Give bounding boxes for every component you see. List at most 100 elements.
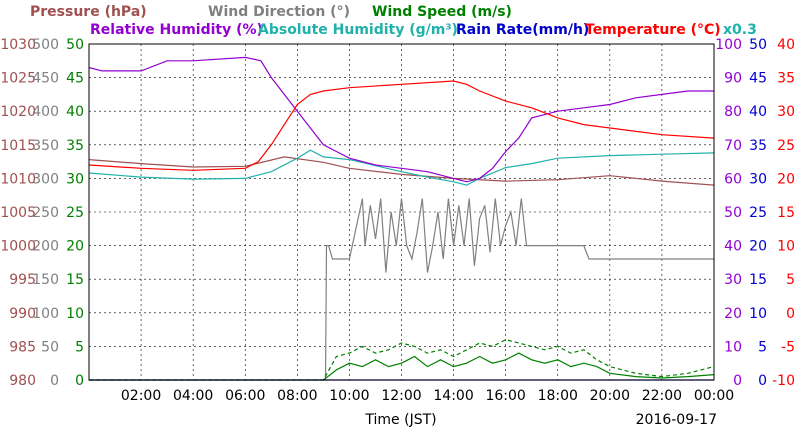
y-tick-label-relative-humidity: 60 bbox=[724, 171, 742, 187]
y-tick-label-wind-speed: 10 bbox=[66, 306, 84, 322]
legend-row1-item: Wind Direction (°) bbox=[208, 4, 350, 20]
y-tick-label-temperature: 10 bbox=[777, 239, 795, 255]
legend-row2-item: Rain Rate(mm/h) bbox=[456, 22, 589, 38]
series-line bbox=[323, 198, 714, 381]
x-tick-label: 18:00 bbox=[538, 388, 578, 404]
y-tick-label-wind-speed: 35 bbox=[66, 138, 84, 154]
y-tick-label-relative-humidity: 70 bbox=[724, 138, 742, 154]
y-tick-label-temperature: 35 bbox=[777, 71, 795, 87]
legend: Pressure (hPa) Wind Direction (°) Wind Spe… bbox=[30, 4, 757, 38]
y-tick-label-relative-humidity: 100 bbox=[715, 37, 742, 53]
series-line bbox=[89, 352, 715, 381]
series-lines bbox=[88, 56, 715, 381]
legend-row1-item: Wind Speed (m/s) bbox=[372, 4, 512, 20]
y-tick-label-relative-humidity: 80 bbox=[724, 104, 742, 120]
y-tick-label-wind-speed: 30 bbox=[66, 171, 84, 187]
legend-row2-item: Absolute Humidity (g/m³) bbox=[258, 22, 458, 38]
y-tick-label-rain-rate: 40 bbox=[749, 104, 767, 120]
grid-lines bbox=[89, 44, 714, 380]
y-tick-label-relative-humidity: 20 bbox=[724, 306, 742, 322]
y-tick-label-pressure: 995 bbox=[9, 272, 36, 288]
y-tick-label-rain-rate: 0 bbox=[758, 373, 767, 389]
y-tick-label-wind-speed: 25 bbox=[66, 205, 84, 221]
x-tick-label: 00:00 bbox=[694, 388, 734, 404]
x-tick-label: 02:00 bbox=[121, 388, 161, 404]
y-tick-label-relative-humidity: 40 bbox=[724, 239, 742, 255]
y-tick-label-rain-rate: 25 bbox=[749, 205, 767, 221]
y-tick-label-temperature: 25 bbox=[777, 138, 795, 154]
x-tick-label: 20:00 bbox=[590, 388, 630, 404]
y-tick-label-relative-humidity: 0 bbox=[733, 373, 742, 389]
y-tick-label-pressure: 1020 bbox=[0, 104, 36, 120]
series-line bbox=[88, 156, 715, 186]
plot-frame bbox=[88, 43, 715, 381]
y-tick-label-rain-rate: 10 bbox=[749, 306, 767, 322]
y-tick-label-wind-direction: 250 bbox=[32, 205, 59, 221]
x-tick-label: 04:00 bbox=[173, 388, 213, 404]
x-tick-label: 06:00 bbox=[225, 388, 265, 404]
y-tick-label-relative-humidity: 90 bbox=[724, 71, 742, 87]
chart-date: 2016-09-17 bbox=[636, 412, 717, 428]
y-tick-label-wind-speed: 20 bbox=[66, 239, 84, 255]
y-tick-label-relative-humidity: 10 bbox=[724, 339, 742, 355]
y-tick-label-wind-direction: 0 bbox=[50, 373, 59, 389]
y-tick-label-rain-rate: 5 bbox=[758, 339, 767, 355]
y-tick-label-wind-speed: 40 bbox=[66, 104, 84, 120]
x-tick-label: 08:00 bbox=[277, 388, 317, 404]
y-tick-label-wind-direction: 200 bbox=[32, 239, 59, 255]
y-tick-label-wind-speed: 0 bbox=[75, 373, 84, 389]
y-tick-label-pressure: 1015 bbox=[0, 138, 36, 154]
y-tick-label-wind-speed: 45 bbox=[66, 71, 84, 87]
x-tick-label: 22:00 bbox=[642, 388, 682, 404]
y-tick-label-pressure: 1000 bbox=[0, 239, 36, 255]
y-tick-label-rain-rate: 45 bbox=[749, 71, 767, 87]
y-tick-label-pressure: 1005 bbox=[0, 205, 36, 221]
y-tick-label-wind-direction: 400 bbox=[32, 104, 59, 120]
y-tick-label-pressure: 980 bbox=[9, 373, 36, 389]
x-axis-label: Time (JST) bbox=[364, 412, 436, 428]
y-tick-label-rain-rate: 20 bbox=[749, 239, 767, 255]
y-tick-label-wind-direction: 450 bbox=[32, 71, 59, 87]
series-line bbox=[88, 56, 714, 183]
y-tick-label-wind-direction: 500 bbox=[32, 37, 59, 53]
right-axes: 1009080706050403020100504540353025201510… bbox=[715, 37, 795, 389]
y-tick-label-pressure: 1030 bbox=[0, 37, 36, 53]
y-tick-label-relative-humidity: 50 bbox=[724, 205, 742, 221]
series-line bbox=[88, 80, 715, 171]
series-line bbox=[89, 339, 715, 381]
y-tick-label-temperature: -5 bbox=[781, 339, 795, 355]
y-tick-label-temperature: 20 bbox=[777, 171, 795, 187]
series-line bbox=[88, 149, 715, 186]
y-tick-label-pressure: 1010 bbox=[0, 171, 36, 187]
y-tick-label-rain-rate: 15 bbox=[749, 272, 767, 288]
y-tick-label-temperature: 15 bbox=[777, 205, 795, 221]
legend-row2-item: Relative Humidity (%) bbox=[90, 22, 263, 38]
y-tick-label-temperature: 30 bbox=[777, 104, 795, 120]
x-tick-label: 10:00 bbox=[329, 388, 369, 404]
x-tick-label: 12:00 bbox=[381, 388, 421, 404]
legend-row2-item: x0.3 bbox=[723, 22, 757, 38]
y-tick-label-wind-direction: 150 bbox=[32, 272, 59, 288]
y-tick-label-relative-humidity: 30 bbox=[724, 272, 742, 288]
y-tick-label-temperature: 40 bbox=[777, 37, 795, 53]
x-tick-label: 16:00 bbox=[485, 388, 525, 404]
y-tick-label-wind-speed: 15 bbox=[66, 272, 84, 288]
y-tick-label-pressure: 990 bbox=[9, 306, 36, 322]
y-tick-label-wind-speed: 50 bbox=[66, 37, 84, 53]
y-tick-label-temperature: 0 bbox=[786, 306, 795, 322]
left-axes: 1030102510201015101010051000995990985980… bbox=[0, 37, 84, 389]
y-tick-label-wind-direction: 300 bbox=[32, 171, 59, 187]
y-tick-label-rain-rate: 30 bbox=[749, 171, 767, 187]
y-tick-label-wind-direction: 50 bbox=[41, 339, 59, 355]
y-tick-label-pressure: 1025 bbox=[0, 71, 36, 87]
y-tick-label-rain-rate: 50 bbox=[749, 37, 767, 53]
y-tick-label-rain-rate: 35 bbox=[749, 138, 767, 154]
y-tick-label-wind-direction: 100 bbox=[32, 306, 59, 322]
legend-row1-item: Pressure (hPa) bbox=[30, 4, 147, 20]
x-axis: 02:00 04:00 06:00 08:00 10:00 12:00 14:00 16:00… bbox=[121, 388, 734, 404]
x-tick-label: 14:00 bbox=[433, 388, 473, 404]
y-tick-label-wind-direction: 350 bbox=[32, 138, 59, 154]
y-tick-label-pressure: 985 bbox=[9, 339, 36, 355]
y-tick-label-temperature: 5 bbox=[786, 272, 795, 288]
